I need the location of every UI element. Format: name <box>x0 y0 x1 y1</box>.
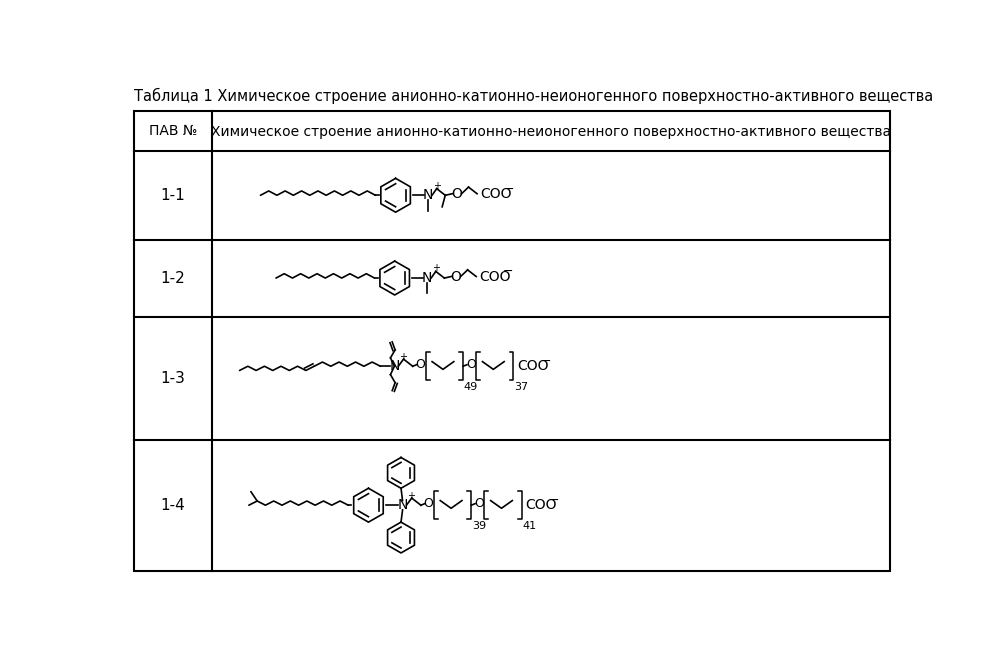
Text: +: + <box>433 180 441 190</box>
Text: N: N <box>398 498 408 512</box>
Text: 1-4: 1-4 <box>161 498 185 513</box>
Text: O: O <box>475 497 484 510</box>
Text: 1-1: 1-1 <box>161 188 185 203</box>
Text: N: N <box>423 188 434 202</box>
Text: +: + <box>408 490 416 500</box>
Text: +: + <box>432 263 440 273</box>
Text: −: − <box>503 182 513 196</box>
Text: 49: 49 <box>464 381 479 391</box>
Text: 1-2: 1-2 <box>161 271 185 285</box>
Text: 37: 37 <box>514 381 528 391</box>
Bar <box>134 111 890 570</box>
Text: N: N <box>422 271 433 285</box>
Text: O: O <box>424 497 434 510</box>
Text: O: O <box>466 358 476 371</box>
Text: Химическое строение анионно-катионно-неионогенного поверхностно-активного вещест: Химическое строение анионно-катионно-неи… <box>211 125 891 139</box>
Text: 1-3: 1-3 <box>161 371 186 385</box>
Text: COO: COO <box>525 498 557 512</box>
Text: −: − <box>540 355 551 368</box>
Text: 39: 39 <box>473 520 487 530</box>
Text: O: O <box>416 358 426 371</box>
Text: O: O <box>451 269 462 283</box>
Text: −: − <box>502 265 513 279</box>
Text: 41: 41 <box>522 520 536 530</box>
Text: O: O <box>452 187 463 201</box>
Text: +: + <box>399 351 407 361</box>
Text: COO: COO <box>517 359 548 373</box>
Text: ПАВ №: ПАВ № <box>149 124 197 138</box>
Text: Таблица 1 Химическое строение анионно-катионно-неионогенного поверхностно-активн: Таблица 1 Химическое строение анионно-ка… <box>134 88 933 104</box>
Text: N: N <box>390 359 400 373</box>
Text: −: − <box>548 494 559 507</box>
Text: COO: COO <box>481 187 511 201</box>
Text: COO: COO <box>480 269 510 283</box>
